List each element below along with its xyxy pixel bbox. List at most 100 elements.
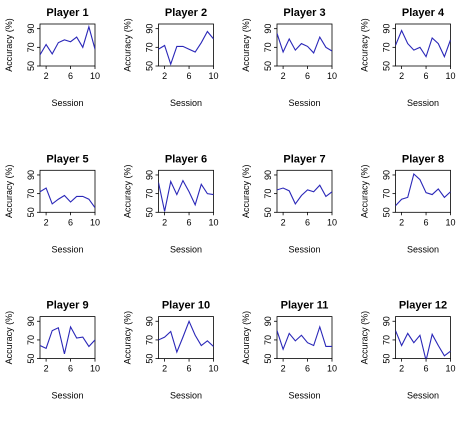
data-point (276, 33, 277, 34)
data-point (401, 199, 402, 200)
data-point (407, 333, 408, 334)
y-axis-label: Accuracy (%) (360, 311, 370, 365)
chart-panel-5: Player 5 50 70 90 2 6 10 Session Accuracy (%) (4, 153, 100, 254)
plot-frame (158, 316, 214, 360)
data-point (313, 52, 314, 53)
y-tick-label: 90 (26, 24, 36, 34)
data-point (94, 207, 95, 208)
data-point (46, 44, 47, 45)
y-tick-label: 50 (263, 207, 273, 217)
data-point (39, 191, 40, 192)
data-point (395, 205, 396, 206)
y-axis-label: Accuracy (%) (241, 18, 251, 72)
data-point (283, 51, 284, 52)
y-tick-label: 90 (263, 170, 273, 180)
y-tick-label: 90 (263, 316, 273, 326)
data-point (295, 50, 296, 51)
x-tick-label: 10 (327, 71, 337, 81)
data-point (52, 53, 53, 54)
x-tick-label: 10 (445, 217, 455, 227)
data-point (88, 199, 89, 200)
chart-title: Player 10 (162, 300, 210, 312)
data-point (64, 39, 65, 40)
data-point (76, 36, 77, 37)
data-point (425, 56, 426, 57)
y-tick-label: 70 (263, 335, 273, 345)
plot-frame (276, 169, 333, 213)
data-point (64, 195, 65, 196)
data-point (289, 38, 290, 39)
data-point (207, 340, 208, 341)
data-point (413, 50, 414, 51)
y-tick-label: 90 (145, 170, 155, 180)
x-tick-label: 6 (68, 364, 73, 374)
x-axis-label: Session (51, 391, 83, 401)
x-tick-label: 6 (187, 217, 192, 227)
data-point (313, 345, 314, 346)
x-tick-label: 6 (424, 364, 429, 374)
y-tick-label: 90 (382, 24, 392, 34)
data-point (158, 182, 159, 183)
y-axis-label: Accuracy (%) (241, 311, 251, 365)
data-point (70, 326, 71, 327)
series-line (158, 319, 214, 354)
data-point (432, 194, 433, 195)
series-line (158, 179, 214, 212)
data-point (176, 46, 177, 47)
data-point (425, 192, 426, 193)
x-tick-label: 10 (327, 217, 337, 227)
data-point (331, 191, 332, 192)
data-point (164, 45, 165, 46)
data-point (207, 31, 208, 32)
chart-panel-3: Player 3 50 70 90 2 6 10 Session Accuracy (%) (241, 7, 337, 108)
y-tick-label: 50 (145, 354, 155, 364)
x-tick-label: 10 (208, 217, 218, 227)
data-point (188, 321, 189, 322)
y-axis-label: Accuracy (%) (123, 165, 133, 219)
chart-title: Player 1 (46, 7, 88, 19)
data-point (283, 187, 284, 188)
chart-panel-6: Player 6 50 70 90 2 6 10 Session Accuracy (%) (123, 153, 219, 254)
x-axis-label: Session (170, 244, 202, 254)
series-line (277, 184, 332, 205)
x-tick-label: 10 (208, 364, 218, 374)
y-axis-label: Accuracy (%) (123, 18, 133, 72)
data-point (158, 49, 159, 50)
data-point (325, 346, 326, 347)
x-tick-label: 2 (399, 217, 404, 227)
data-point (413, 173, 414, 174)
y-tick-label: 70 (145, 189, 155, 199)
y-tick-label: 90 (263, 24, 273, 34)
data-point (450, 191, 451, 192)
x-tick-label: 6 (424, 71, 429, 81)
y-tick-label: 70 (382, 335, 392, 345)
x-tick-label: 2 (44, 71, 49, 81)
x-tick-label: 6 (187, 71, 192, 81)
data-point (407, 43, 408, 44)
data-point (82, 337, 83, 338)
y-tick-label: 70 (382, 42, 392, 52)
y-tick-label: 50 (145, 61, 155, 71)
x-tick-label: 2 (162, 217, 167, 227)
x-axis-label: Session (170, 391, 202, 401)
series-line (395, 330, 451, 359)
data-point (94, 49, 95, 50)
data-point (39, 345, 40, 346)
data-point (207, 193, 208, 194)
y-tick-label: 70 (26, 189, 36, 199)
series-line (277, 33, 332, 54)
data-point (46, 187, 47, 188)
data-point (401, 30, 402, 31)
plot-frame (395, 169, 451, 213)
chart-panel-10: Player 10 50 70 90 2 6 10 Session Accuracy (%) (123, 300, 219, 401)
x-tick-label: 10 (90, 364, 100, 374)
data-point (94, 339, 95, 340)
chart-title: Player 3 (283, 7, 325, 19)
y-tick-label: 90 (382, 316, 392, 326)
chart-panel-7: Player 7 50 70 90 2 6 10 Session Accuracy (%) (241, 153, 337, 254)
chart-panel-12: Player 12 50 70 90 2 6 10 Session Accuracy (%) (360, 300, 456, 401)
y-tick-label: 90 (26, 316, 36, 326)
data-point (170, 181, 171, 182)
data-point (276, 330, 277, 331)
